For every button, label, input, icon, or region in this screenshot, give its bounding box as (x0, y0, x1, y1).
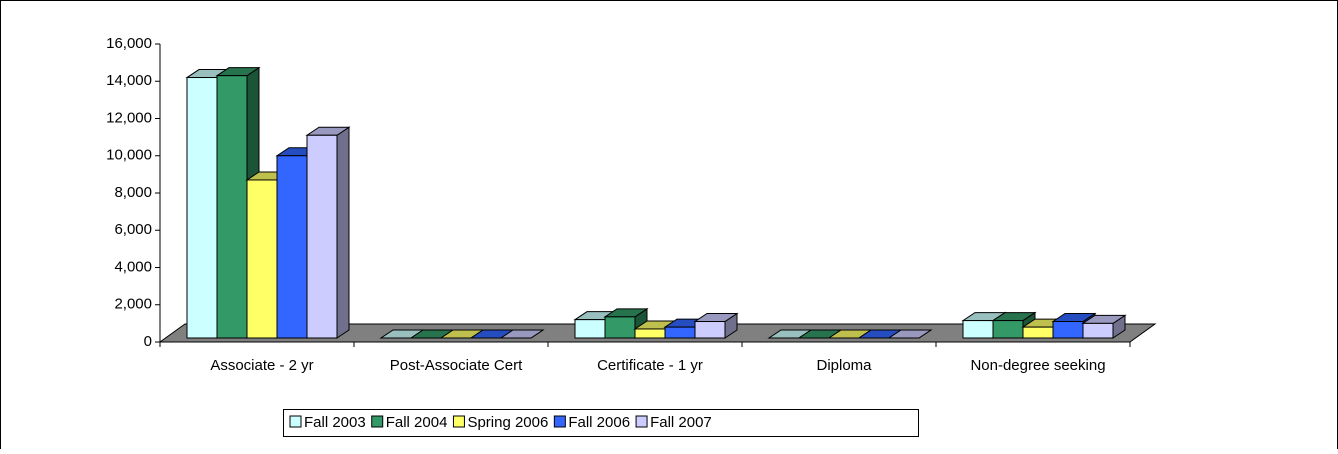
y-tick-label: 10,000 (106, 147, 152, 164)
legend-swatch (635, 415, 648, 428)
bar-face (246, 179, 278, 339)
legend-label: Fall 2004 (386, 414, 448, 431)
bar-face (992, 320, 1024, 339)
bar (305, 126, 351, 339)
bar (1081, 314, 1127, 339)
y-tick-label: 12,000 (106, 109, 152, 126)
legend-swatch (289, 415, 302, 428)
bar-face (276, 155, 308, 339)
bar (693, 312, 739, 339)
legend-label: Fall 2007 (650, 414, 712, 431)
bar-face (1022, 326, 1054, 339)
x-tick-label: Diploma (816, 357, 872, 374)
y-tick-label: 8,000 (114, 184, 152, 201)
bar-face (664, 326, 696, 339)
legend-swatch (371, 415, 384, 428)
bar-face (962, 320, 994, 339)
bar-face (1082, 322, 1114, 339)
y-tick-label: 4,000 (114, 258, 152, 275)
legend-swatch (553, 415, 566, 428)
legend-label: Fall 2003 (304, 414, 366, 431)
x-tick-label: Certificate - 1 yr (597, 357, 703, 374)
bar (887, 329, 933, 339)
x-tick-label: Non-degree seeking (970, 357, 1105, 374)
legend-label: Fall 2006 (568, 414, 630, 431)
y-tick-label: 0 (144, 333, 152, 350)
bar-face (634, 328, 666, 339)
y-tick-label: 2,000 (114, 296, 152, 313)
bar-face (1052, 321, 1084, 339)
bar-face (499, 329, 545, 339)
legend-box (283, 409, 919, 437)
bar-face (306, 134, 338, 339)
bar-face (694, 321, 726, 339)
bar-face (336, 126, 350, 339)
y-tick-label: 14,000 (106, 72, 152, 89)
x-tick-label: Post-Associate Cert (390, 357, 523, 374)
bar-face (186, 77, 218, 339)
bar-face (574, 319, 606, 339)
bar (499, 329, 545, 339)
legend-label: Spring 2006 (467, 414, 548, 431)
x-tick-label: Associate - 2 yr (210, 357, 313, 374)
bar-face (887, 329, 933, 339)
y-tick-label: 6,000 (114, 221, 152, 238)
legend-swatch (452, 415, 465, 428)
bar-face (216, 75, 248, 339)
y-tick-label: 16,000 (106, 35, 152, 52)
bar-face (604, 316, 636, 339)
